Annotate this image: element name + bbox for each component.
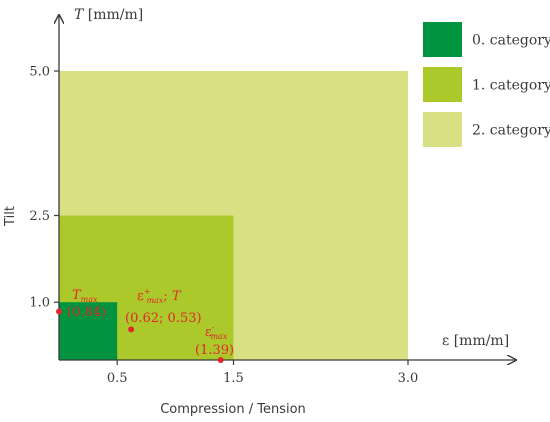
x-tick-label: 0.5 xyxy=(107,371,128,386)
x-axis-title: Compression / Tension xyxy=(160,402,306,417)
annotation-point-eps-t xyxy=(128,326,135,333)
annotation-value-eps-c: (1.39) xyxy=(195,343,234,358)
annotation-symbol-eps-c: ε-max xyxy=(205,323,228,341)
legend-swatch-1 xyxy=(423,67,462,102)
y-axis-label: T [mm/m] xyxy=(74,7,143,23)
legend: 0. category 1. category 2. category xyxy=(423,22,550,147)
legend-label-2: 2. category xyxy=(472,123,550,139)
annotation-point-eps-c xyxy=(217,357,224,363)
x-tick-label: 3.0 xyxy=(398,371,419,386)
y-axis-title: Tilt xyxy=(3,206,18,227)
ticks: 0.5 1.5 3.0 1.0 2.5 5.0 xyxy=(29,65,418,387)
x-axis-label: ε [mm/m] xyxy=(442,333,509,349)
legend-swatch-2 xyxy=(423,112,462,147)
annotation-symbol-tmax: Tmax xyxy=(72,288,98,304)
legend-swatch-0 xyxy=(423,22,462,57)
annotation-point-tmax xyxy=(56,308,62,315)
category-area-2 xyxy=(59,302,118,360)
y-tick-label: 1.0 xyxy=(29,296,50,311)
annotation-value-eps-t: (0.62; 0.53) xyxy=(125,311,202,326)
category-areas xyxy=(59,71,408,360)
annotations: Tmax(0.84) ε+ max; T (0.62; 0.53)ε-max (1.39… xyxy=(56,287,234,363)
legend-label-0: 0. category xyxy=(472,33,550,49)
legend-label-1: 1. category xyxy=(472,78,550,94)
y-tick-label: 2.5 xyxy=(29,209,50,224)
y-axis-label-symbol: T xyxy=(74,7,85,23)
annotation-symbol-eps-t: ε+ max; T xyxy=(137,287,182,305)
y-axis-label-unit: [mm/m] xyxy=(83,7,143,23)
y-tick-label: 5.0 xyxy=(29,65,50,80)
annotation-value-tmax: (0.84) xyxy=(67,305,106,320)
x-tick-label: 1.5 xyxy=(223,371,244,386)
